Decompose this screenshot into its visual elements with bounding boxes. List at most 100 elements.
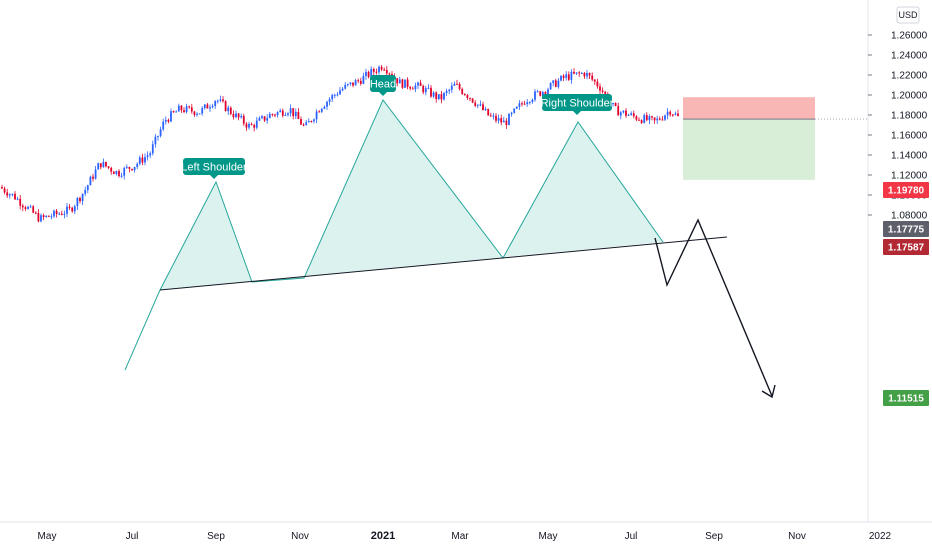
candle-body bbox=[170, 111, 172, 122]
candle-body bbox=[102, 161, 105, 168]
candle-body bbox=[162, 121, 165, 130]
time-tick-label: Jul bbox=[625, 531, 638, 542]
candle-body bbox=[214, 101, 217, 107]
candle-body bbox=[315, 111, 318, 120]
time-tick-label: Mar bbox=[451, 531, 469, 542]
candle-body bbox=[575, 72, 578, 74]
candle-body bbox=[216, 100, 219, 102]
candle-body bbox=[248, 124, 250, 128]
candle-body bbox=[29, 206, 32, 208]
currency-button[interactable]: USD bbox=[896, 6, 920, 24]
candle-body bbox=[487, 108, 490, 116]
candle-body bbox=[638, 119, 640, 121]
candle-body bbox=[242, 116, 245, 124]
candle-body bbox=[505, 120, 508, 126]
candle-body bbox=[497, 118, 500, 121]
candle-body bbox=[469, 97, 471, 99]
time-tick-label: Nov bbox=[291, 531, 309, 542]
candle-body bbox=[396, 78, 399, 84]
candle-body bbox=[463, 93, 466, 96]
price-tick-label: 1.24000 bbox=[891, 51, 928, 62]
candle-body bbox=[193, 111, 196, 115]
candle-body bbox=[341, 88, 344, 91]
candle-body bbox=[458, 84, 461, 89]
candle-body bbox=[188, 106, 191, 108]
take-profit-zone bbox=[683, 119, 815, 180]
candle-body bbox=[115, 170, 118, 174]
price-tick-label: 1.12000 bbox=[891, 171, 928, 182]
pattern-area bbox=[160, 100, 663, 290]
candle-body bbox=[211, 106, 214, 108]
candle-body bbox=[328, 99, 331, 102]
candle-body bbox=[523, 103, 526, 105]
candle-body bbox=[619, 112, 622, 116]
candle-body bbox=[567, 74, 570, 80]
time-axis[interactable]: May Jul Sep Nov 2021 Mar May Jul Sep Nov 2022 bbox=[38, 530, 892, 542]
candle-body bbox=[461, 88, 464, 94]
candle-body bbox=[240, 116, 243, 118]
candle-body bbox=[677, 113, 679, 116]
candle-body bbox=[450, 85, 453, 90]
candlestick-series bbox=[1, 65, 679, 223]
pattern-label-bg bbox=[183, 158, 245, 175]
candle-body bbox=[175, 111, 178, 113]
candle-body bbox=[513, 108, 516, 113]
candle-body bbox=[375, 71, 378, 73]
time-tick-label: 2021 bbox=[371, 530, 395, 542]
candle-body bbox=[229, 107, 232, 114]
candle-body bbox=[651, 116, 653, 118]
candle-body bbox=[372, 69, 375, 72]
candle-body bbox=[388, 73, 391, 75]
candle-body bbox=[557, 80, 560, 87]
candle-body bbox=[510, 112, 513, 115]
candle-body bbox=[352, 82, 354, 86]
candle-body bbox=[359, 80, 362, 84]
candle-body bbox=[3, 188, 6, 193]
candle-body bbox=[21, 205, 24, 208]
candle-body bbox=[604, 91, 607, 94]
candle-body bbox=[333, 94, 336, 96]
candle-body bbox=[128, 166, 131, 169]
candle-body bbox=[625, 110, 627, 116]
candle-body bbox=[110, 167, 113, 172]
head-shoulders-pattern bbox=[124, 99, 664, 371]
time-tick-label: 2022 bbox=[869, 531, 892, 542]
candle-body bbox=[339, 90, 341, 95]
candle-body bbox=[601, 90, 604, 92]
currency-label: USD bbox=[898, 10, 918, 20]
candle-body bbox=[141, 157, 144, 163]
candle-body bbox=[261, 116, 263, 119]
candle-body bbox=[300, 119, 302, 125]
candle-body bbox=[131, 168, 133, 171]
candle-body bbox=[674, 113, 677, 115]
candle-body bbox=[94, 169, 97, 179]
candle-body bbox=[599, 86, 601, 91]
candle-body bbox=[586, 72, 588, 77]
candle-body bbox=[183, 110, 185, 113]
pattern-label-text: Right Shoulder bbox=[541, 98, 614, 110]
candle-body bbox=[58, 213, 61, 215]
candle-body bbox=[164, 119, 167, 122]
candle-body bbox=[466, 95, 469, 98]
candle-body bbox=[349, 82, 352, 85]
price-tag-label: 1.17775 bbox=[888, 225, 925, 236]
candle-body bbox=[40, 215, 42, 222]
candle-body bbox=[16, 198, 19, 200]
price-tag-bg bbox=[883, 390, 929, 406]
candle-body bbox=[276, 112, 279, 116]
candle-body bbox=[8, 194, 11, 196]
candle-body bbox=[107, 166, 110, 168]
candle-body bbox=[81, 193, 84, 202]
candle-body bbox=[55, 210, 58, 215]
candle-body bbox=[661, 119, 664, 121]
candle-body bbox=[305, 122, 308, 126]
candle-body bbox=[159, 129, 162, 136]
candle-body bbox=[32, 206, 35, 213]
candle-body bbox=[279, 110, 282, 113]
candle-body bbox=[453, 83, 456, 86]
candle-body bbox=[235, 113, 237, 118]
candle-body bbox=[440, 94, 443, 100]
candle-body bbox=[157, 135, 159, 137]
candle-body bbox=[344, 84, 347, 89]
